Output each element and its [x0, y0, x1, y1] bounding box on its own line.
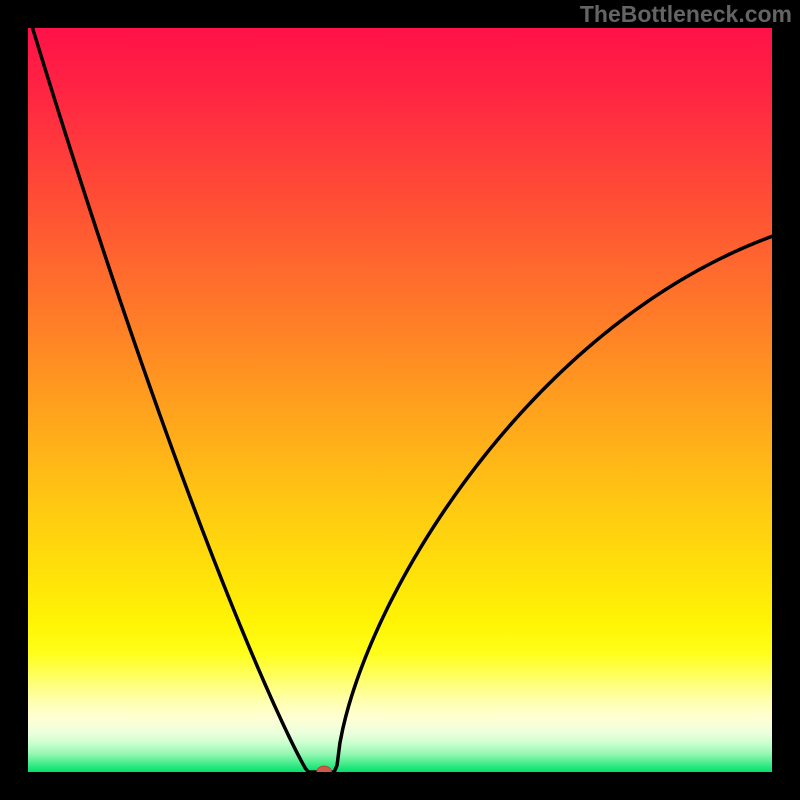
- frame-border: [772, 0, 800, 800]
- frame-border: [0, 772, 800, 800]
- frame-border: [0, 0, 28, 800]
- watermark-label: TheBottleneck.com: [580, 1, 792, 28]
- valley-marker: [28, 28, 772, 772]
- plot-area: [28, 28, 772, 772]
